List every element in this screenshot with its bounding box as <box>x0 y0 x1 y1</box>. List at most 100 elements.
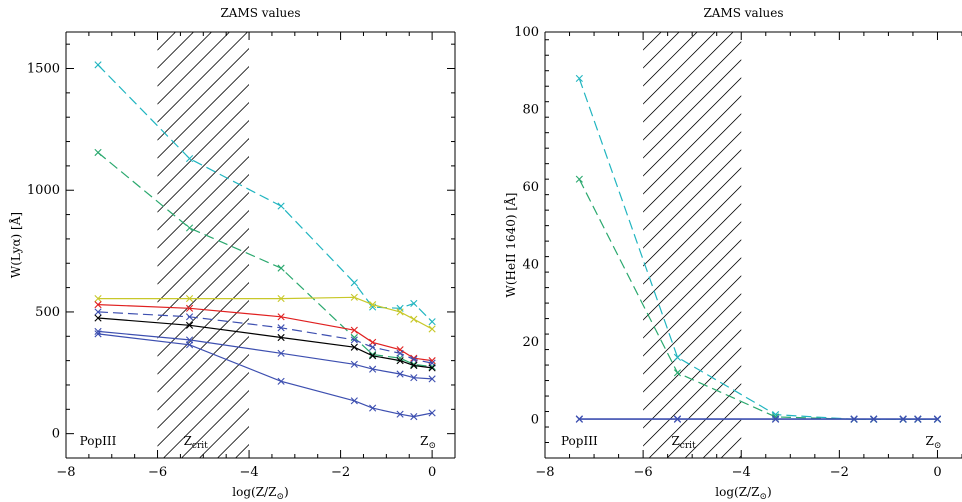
y-axis-label: W(HeII 1640) [Å] <box>503 193 518 298</box>
x-tick-label: −6 <box>634 465 653 480</box>
data-point <box>350 336 358 344</box>
data-point <box>410 374 418 382</box>
series-line-3 <box>98 296 433 330</box>
data-point <box>350 293 358 301</box>
data-point <box>350 360 358 368</box>
x-tick-label: −2 <box>331 465 350 480</box>
data-point <box>277 377 285 385</box>
y-tick-label: 1500 <box>27 62 60 77</box>
data-point <box>396 357 404 365</box>
data-point <box>369 352 377 360</box>
hatch-region <box>157 32 250 458</box>
series-line-7 <box>97 330 433 380</box>
chart-panel-1: −8 −6 −4 −2 0 0 500 1000 1500 ZAMS values log(Z/Z⊙… <box>8 6 456 502</box>
data-point <box>428 364 436 372</box>
x-tick-label: −2 <box>830 465 849 480</box>
data-point <box>933 415 942 423</box>
data-point <box>94 294 102 303</box>
series-line-1 <box>97 64 433 323</box>
data-point <box>277 333 285 342</box>
data-point <box>94 148 102 157</box>
data-point <box>410 299 418 308</box>
x-axis-label: log(Z/Z⊙) <box>232 485 288 502</box>
data-point <box>94 301 102 309</box>
data-point <box>94 61 102 69</box>
y-axis-label: W(Lyα) [Å] <box>8 212 23 278</box>
series-line-4 <box>97 304 433 362</box>
x-tick-label: 0 <box>428 465 436 480</box>
hatch-region <box>643 32 742 458</box>
chart-title: ZAMS values <box>220 6 300 20</box>
data-point <box>185 294 194 303</box>
data-point <box>673 369 682 377</box>
x-tick-label: −4 <box>239 465 258 480</box>
data-point <box>185 304 194 312</box>
data-point <box>350 397 358 405</box>
data-point <box>428 409 436 417</box>
x-axis-label-main: log(Z/Z <box>232 485 276 499</box>
x-axis-label-close: ) <box>284 485 289 499</box>
data-point <box>350 326 358 334</box>
data-point <box>575 415 583 423</box>
data-point <box>94 327 102 336</box>
data-point <box>410 315 418 323</box>
data-point <box>410 361 418 370</box>
x-axis-label-close: ) <box>767 485 772 499</box>
y-tick-label: 40 <box>522 257 539 272</box>
series-line-2 <box>97 152 433 368</box>
data-point <box>94 314 102 322</box>
chart-panel-2: −8 −6 −4 −2 0 0 20 40 60 80 100 ZAMS values log(Z/Z⊙… <box>503 6 962 502</box>
data-point <box>428 375 436 383</box>
data-point <box>185 224 194 232</box>
series-line-6 <box>97 317 433 369</box>
data-point <box>575 175 583 183</box>
x-axis-label: log(Z/Z⊙) <box>715 485 771 502</box>
data-point <box>277 294 285 303</box>
series-line-5 <box>97 311 433 364</box>
y-tick-label: 1000 <box>27 183 60 198</box>
data-point <box>350 343 358 351</box>
data-point <box>277 313 285 321</box>
data-point <box>277 324 285 332</box>
data-point <box>428 325 436 333</box>
data-point <box>850 415 858 423</box>
data-point <box>771 415 780 423</box>
data-point <box>673 353 682 361</box>
chart-title: ZAMS values <box>703 6 783 20</box>
x-tick-label: −6 <box>148 465 167 480</box>
popiii-label: PopIII <box>561 434 598 448</box>
data-point <box>185 321 194 329</box>
popiii-label: PopIII <box>80 434 117 448</box>
data-point <box>185 341 194 349</box>
x-tick-label: 0 <box>933 465 941 480</box>
x-axis-label-main: log(Z/Z <box>715 485 759 499</box>
data-point <box>575 74 583 83</box>
zcrit-label: Zcrit <box>671 434 696 451</box>
data-point <box>396 308 404 316</box>
series-line-1 <box>578 78 938 420</box>
x-tick-label: −8 <box>535 465 554 480</box>
data-point <box>369 343 377 351</box>
series-line-2 <box>578 178 938 420</box>
y-tick-label: 20 <box>522 335 539 350</box>
data-point <box>277 349 285 357</box>
x-axis-label-sub: ⊙ <box>276 492 284 502</box>
data-point <box>396 349 404 357</box>
data-point <box>350 279 358 287</box>
data-point <box>428 318 436 326</box>
y-tick-label: 0 <box>52 427 60 442</box>
series-line-8 <box>97 333 433 418</box>
y-tick-label: 100 <box>514 25 539 40</box>
data-point <box>94 308 102 316</box>
data-point <box>94 330 102 338</box>
data-point <box>410 413 418 421</box>
data-point <box>396 370 404 378</box>
x-tick-label: −8 <box>56 465 75 480</box>
zcrit-label: Zcrit <box>184 434 209 451</box>
data-point <box>369 301 377 309</box>
zsun-label: Z⊙ <box>926 434 942 451</box>
y-tick-label: 500 <box>35 305 60 320</box>
data-point <box>899 415 907 423</box>
data-point <box>369 365 377 373</box>
data-point <box>673 415 682 423</box>
